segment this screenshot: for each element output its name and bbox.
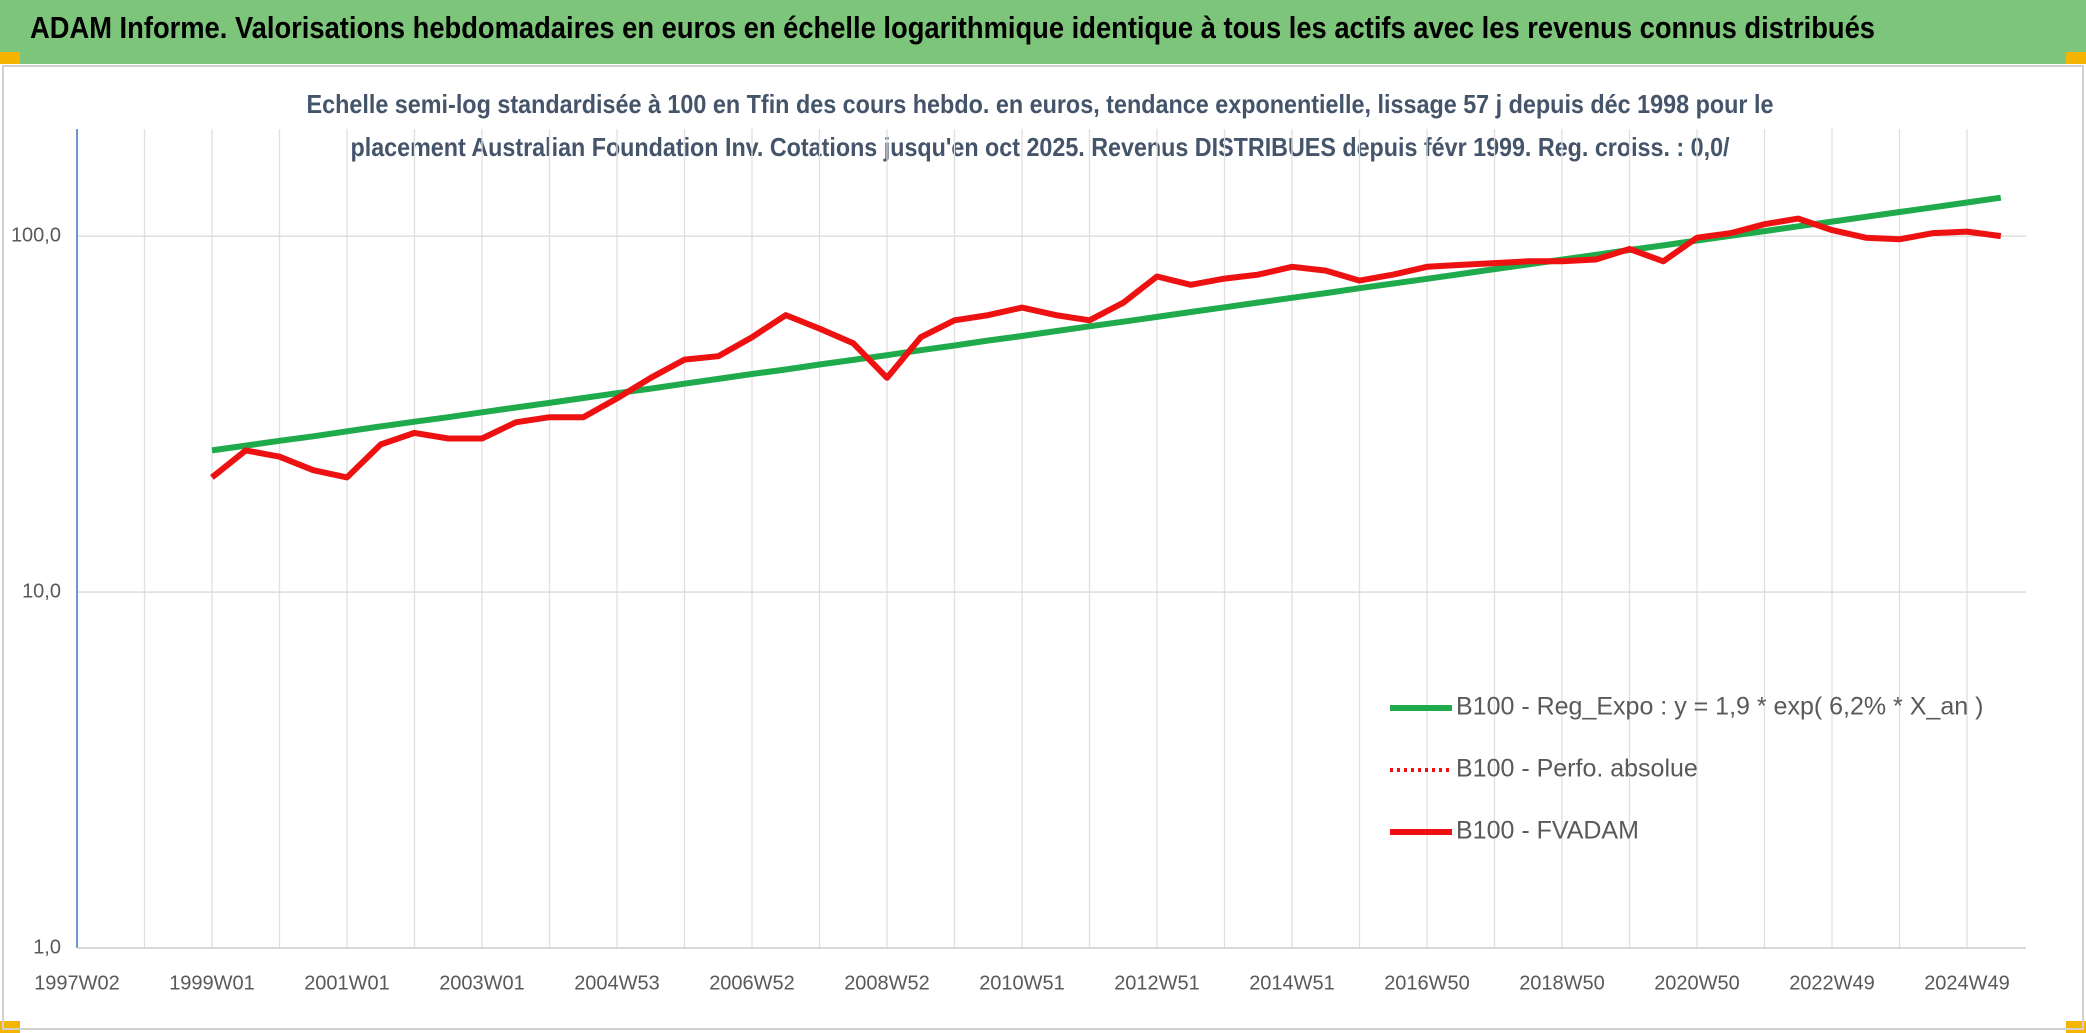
frame <box>2 65 2084 1030</box>
y-tick-label: 1,0 <box>33 936 61 958</box>
legend-label: B100 - FVADAM <box>1456 817 1639 845</box>
x-tick-label: 2018W50 <box>1519 972 1605 994</box>
legend-label: B100 - Reg_Expo : y = 1,9 * exp( 6,2% * … <box>1456 693 1983 721</box>
y-tick-label: 100,0 <box>11 224 61 246</box>
corner <box>0 52 20 64</box>
x-tick-label: 2006W52 <box>709 972 795 994</box>
chart-subtitle: placement Australian Foundation Inv. Cot… <box>351 132 1730 162</box>
x-tick-label: 2001W01 <box>304 972 390 994</box>
corner <box>2066 52 2086 64</box>
x-tick-label: 2016W50 <box>1384 972 1470 994</box>
x-tick-label: 2008W52 <box>844 972 930 994</box>
legend-label: B100 - Perfo. absolue <box>1456 755 1698 783</box>
x-tick-label: 2010W51 <box>979 972 1065 994</box>
y-tick-label: 10,0 <box>22 580 61 602</box>
chart-title: ADAM Informe. Valorisations hebdomadaire… <box>30 10 1875 45</box>
title-bar <box>0 0 2086 64</box>
x-tick-label: 2004W53 <box>574 972 660 994</box>
x-tick-label: 2024W49 <box>1924 972 2010 994</box>
x-tick-label: 2014W51 <box>1249 972 1335 994</box>
x-tick-label: 2022W49 <box>1789 972 1875 994</box>
x-tick-label: 2003W01 <box>439 972 525 994</box>
x-tick-label: 1997W02 <box>34 972 120 994</box>
x-tick-label: 1999W01 <box>169 972 255 994</box>
chart-subtitle: Echelle semi-log standardisée à 100 en T… <box>307 89 1774 119</box>
x-tick-label: 2012W51 <box>1114 972 1200 994</box>
series-line <box>210 215 2002 481</box>
x-tick-label: 2020W50 <box>1654 972 1740 994</box>
